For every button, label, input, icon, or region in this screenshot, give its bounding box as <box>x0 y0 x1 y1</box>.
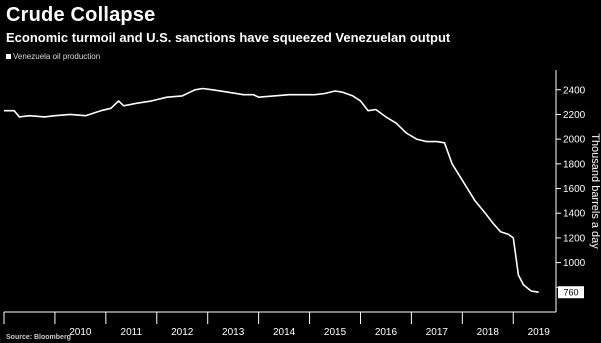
y-tick-label: 2000 <box>563 135 586 146</box>
x-tick-label: 2016 <box>375 327 398 338</box>
last-value-box <box>558 286 584 299</box>
last-value-label: 760 <box>563 288 578 298</box>
x-tick-label: 2014 <box>273 327 296 338</box>
y-tick-label: 2200 <box>563 110 586 121</box>
legend-label: Venezuela oil production <box>13 52 101 61</box>
series-line-0 <box>4 87 539 293</box>
x-tick-label: 2010 <box>69 327 92 338</box>
x-tick-label: 2011 <box>121 327 143 338</box>
chart-subtitle: Economic turmoil and U.S. sanctions have… <box>6 30 451 45</box>
y-tick-label: 1000 <box>563 258 586 269</box>
chart-title: Crude Collapse <box>6 4 156 26</box>
legend-swatch <box>6 54 11 59</box>
source-note: Source: Bloomberg <box>6 334 71 341</box>
x-tick-label: 2012 <box>171 327 194 338</box>
x-tick-label: 2013 <box>222 327 245 338</box>
legend: Venezuela oil production <box>6 52 100 61</box>
y-tick-label: 1400 <box>563 209 586 220</box>
y-axis-label: Thousand barrels a day <box>589 133 601 249</box>
x-tick-label: 2015 <box>324 327 347 338</box>
x-tick-label: 2019 <box>528 327 551 338</box>
x-tick-label: 2018 <box>477 327 500 338</box>
x-tick-label: 2017 <box>426 327 449 338</box>
y-tick-label: 1800 <box>563 159 586 170</box>
y-tick-label: 2400 <box>563 85 586 96</box>
y-tick-label: 1200 <box>563 233 586 244</box>
y-tick-label: 1600 <box>563 184 586 195</box>
